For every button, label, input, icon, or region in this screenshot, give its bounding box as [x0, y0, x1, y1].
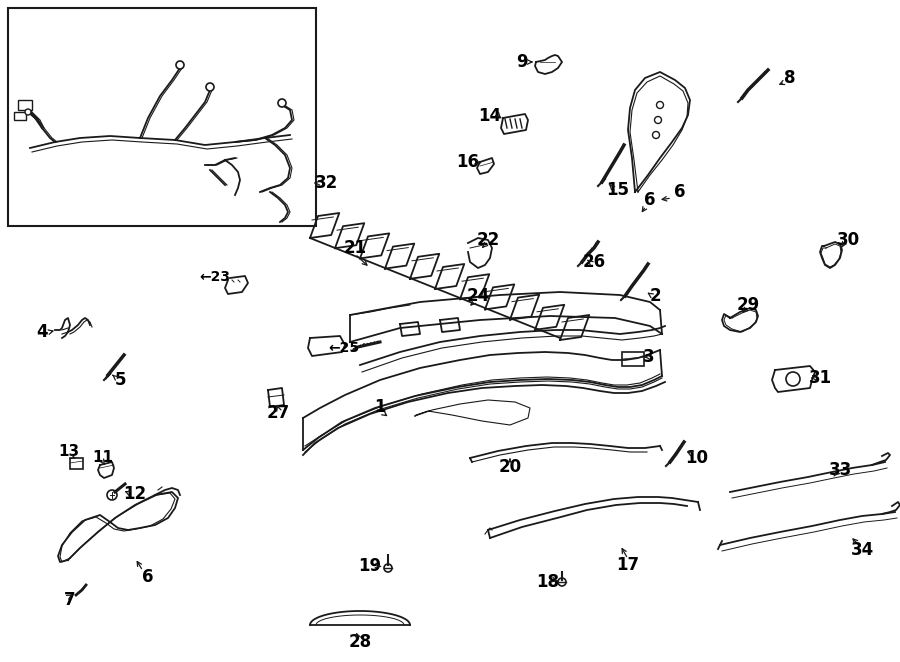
Bar: [18, 100, 32, 110]
Text: 22: 22: [476, 231, 500, 249]
Circle shape: [176, 61, 184, 69]
Circle shape: [656, 101, 663, 109]
Text: 6: 6: [142, 568, 154, 586]
Text: 34: 34: [850, 541, 874, 559]
Text: 21: 21: [344, 239, 366, 257]
Text: ←23: ←23: [200, 270, 230, 284]
Bar: [70, 458, 83, 469]
Text: 32: 32: [315, 174, 338, 192]
Text: 7: 7: [64, 591, 76, 609]
Text: 18: 18: [536, 573, 560, 591]
Text: 13: 13: [58, 444, 79, 459]
Text: 11: 11: [93, 451, 113, 465]
Text: 9: 9: [517, 53, 527, 71]
Text: 8: 8: [784, 69, 796, 87]
Text: 28: 28: [348, 633, 372, 651]
Circle shape: [384, 564, 392, 572]
Text: 31: 31: [808, 369, 832, 387]
Circle shape: [786, 372, 800, 386]
Text: 29: 29: [736, 296, 760, 314]
Text: 5: 5: [114, 371, 126, 389]
Text: 20: 20: [499, 458, 522, 476]
Bar: [622, 352, 644, 366]
Circle shape: [654, 117, 662, 124]
Text: 24: 24: [466, 287, 490, 305]
Circle shape: [558, 578, 566, 586]
Text: 26: 26: [582, 253, 606, 271]
Text: 33: 33: [828, 461, 851, 479]
Circle shape: [206, 83, 214, 91]
Circle shape: [107, 490, 117, 500]
Text: 1: 1: [374, 398, 386, 416]
Text: 2: 2: [649, 287, 661, 305]
Text: 10: 10: [686, 449, 708, 467]
Text: 19: 19: [358, 557, 382, 575]
Text: 6: 6: [644, 191, 656, 209]
Text: 6: 6: [674, 183, 686, 201]
Text: 16: 16: [456, 153, 480, 171]
Text: 15: 15: [607, 181, 629, 199]
Text: 30: 30: [836, 231, 860, 249]
Circle shape: [652, 132, 660, 138]
Circle shape: [25, 109, 31, 115]
Text: 4: 4: [36, 323, 48, 341]
Bar: [14, 112, 26, 120]
Bar: [8, 8, 316, 226]
Text: 27: 27: [266, 404, 290, 422]
Text: 3: 3: [644, 348, 655, 366]
Text: 17: 17: [616, 556, 640, 574]
Text: 14: 14: [479, 107, 501, 125]
Circle shape: [278, 99, 286, 107]
Text: 12: 12: [123, 485, 147, 503]
Text: ←25: ←25: [328, 341, 360, 355]
